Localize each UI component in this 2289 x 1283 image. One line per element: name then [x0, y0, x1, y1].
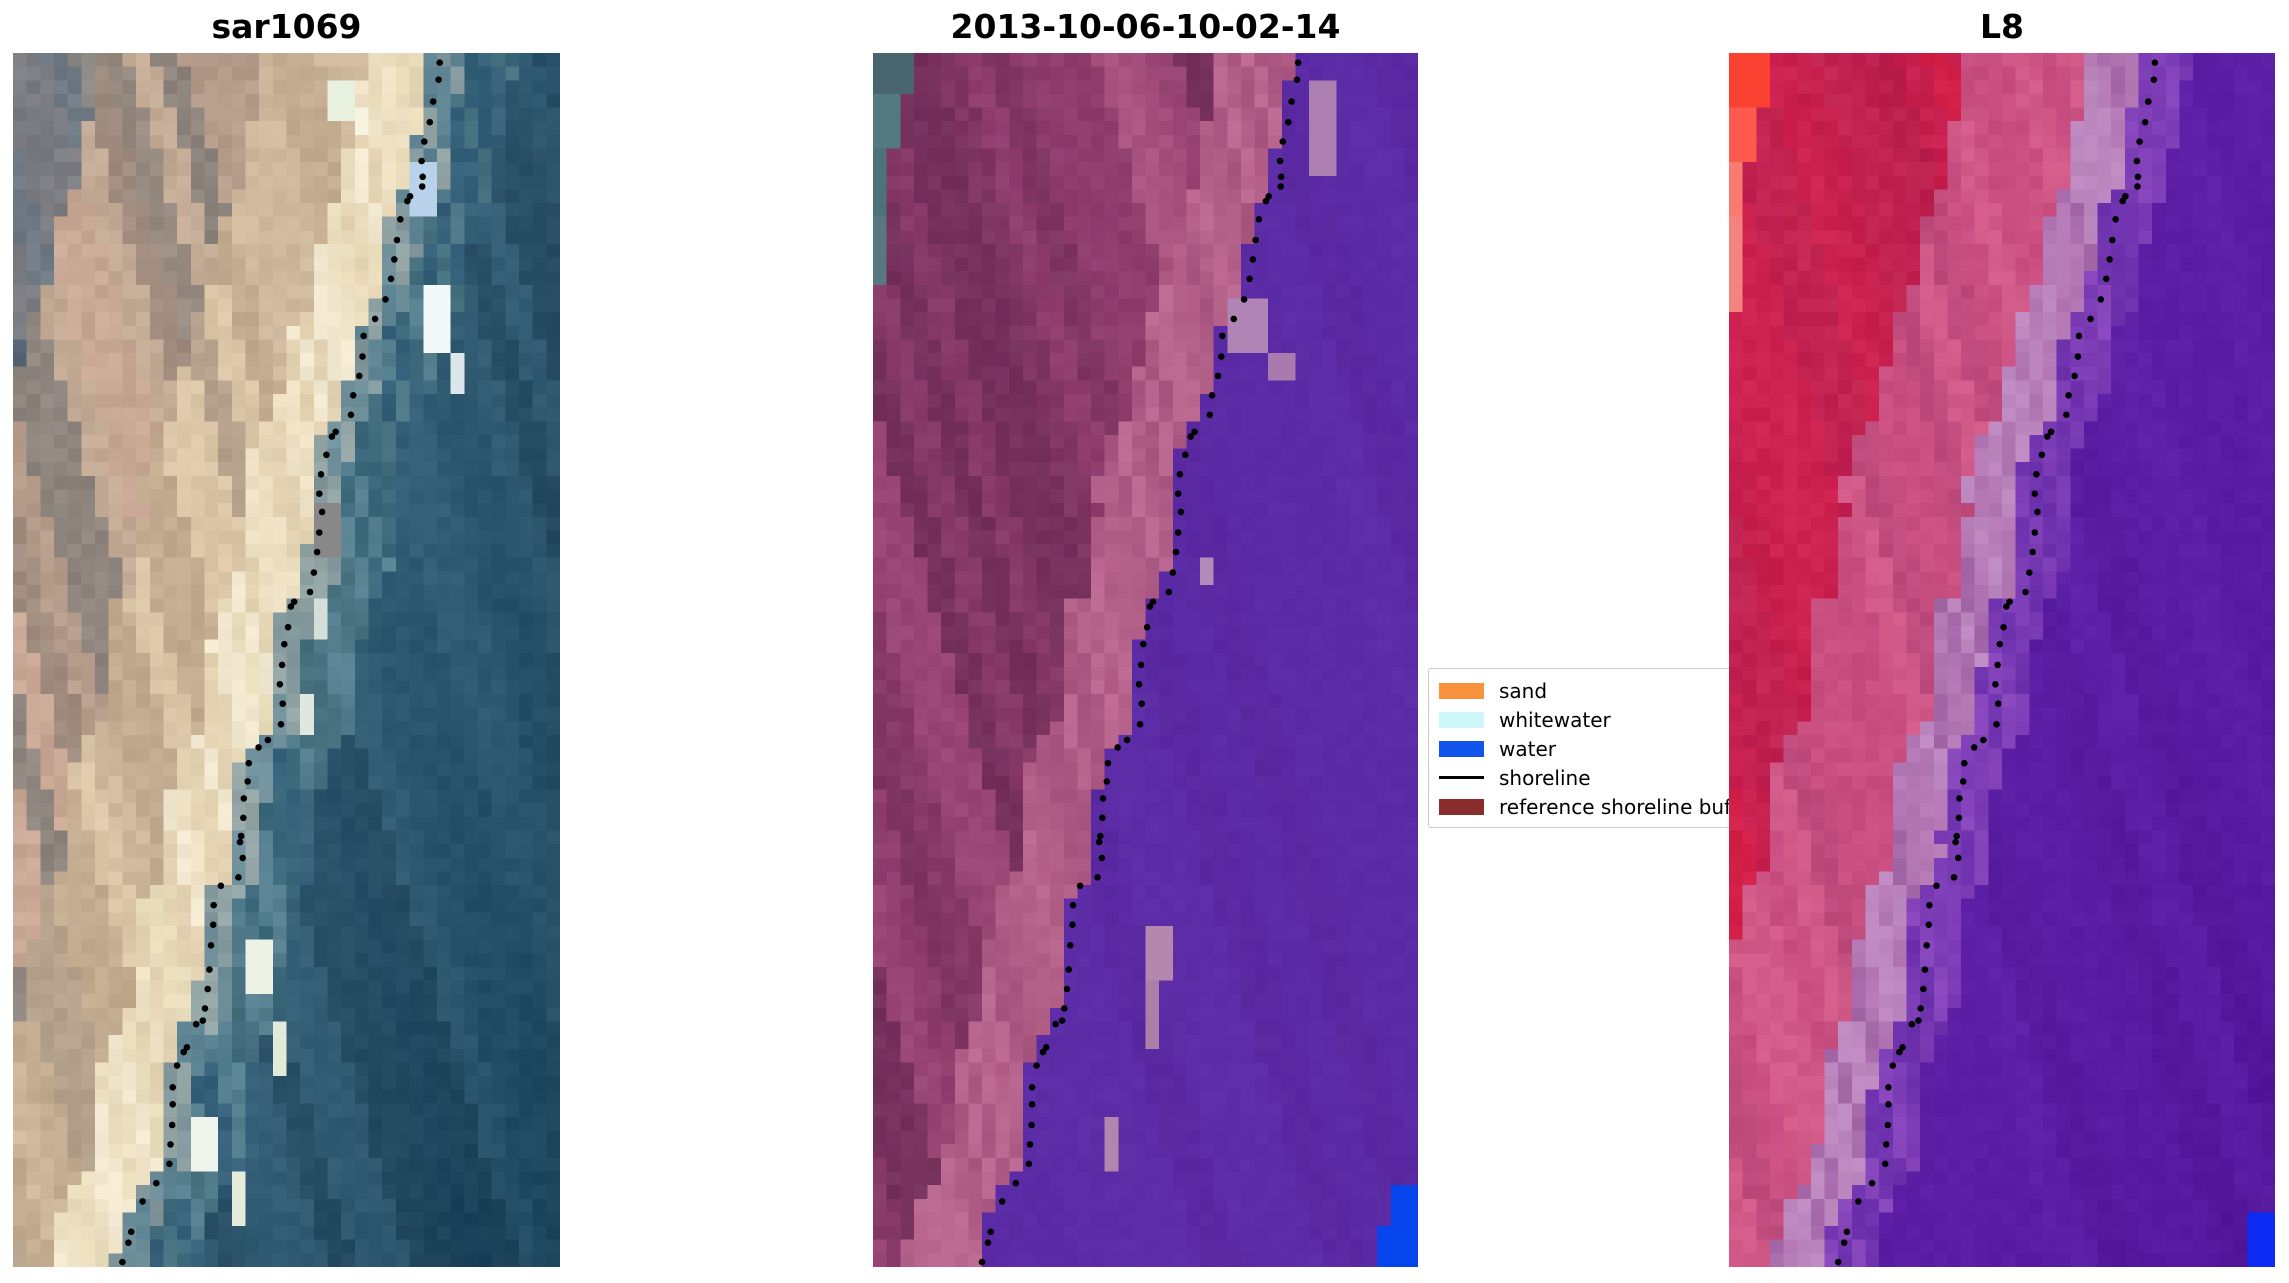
legend-color-swatch — [1439, 711, 1484, 728]
legend-label: shoreline — [1499, 765, 1591, 790]
legend-item-shoreline: shoreline — [1439, 763, 1735, 792]
satellite-pixels — [13, 53, 560, 1267]
panel-classified-image — [873, 53, 1418, 1267]
shoreline-line-swatch — [1439, 775, 1484, 780]
legend-item-reference: reference shoreline buffer — [1439, 792, 1735, 821]
legend-label: water — [1499, 736, 1556, 761]
legend-item-water: water — [1439, 734, 1735, 763]
legend-color-swatch — [1439, 740, 1484, 757]
panel-l8-image — [1729, 53, 2275, 1267]
legend-label: reference shoreline buffer — [1499, 794, 1735, 819]
shoreline-dots-overlay — [978, 59, 1302, 1266]
panel-title-date: 2013-10-06-10-02-14 — [950, 7, 1341, 46]
legend-label: sand — [1499, 678, 1548, 703]
legend-label: whitewater — [1499, 707, 1611, 732]
panel-sar1069-image — [13, 53, 560, 1267]
panel-title-sar: sar1069 — [211, 7, 362, 46]
satellite-pixels — [1729, 53, 2275, 1267]
legend-item-sand: sand — [1439, 676, 1735, 705]
satellite-pixels — [873, 53, 1418, 1267]
legend-color-swatch — [1439, 682, 1484, 699]
legend-box: sand whitewater water shoreline reference sh… — [1428, 668, 1746, 828]
shoreline-dots-overlay — [119, 59, 444, 1266]
panel-title-l8: L8 — [1980, 7, 2024, 46]
legend-color-swatch — [1439, 798, 1484, 815]
shoreline-dots-overlay — [1834, 59, 2159, 1266]
legend-item-whitewater: whitewater — [1439, 705, 1735, 734]
